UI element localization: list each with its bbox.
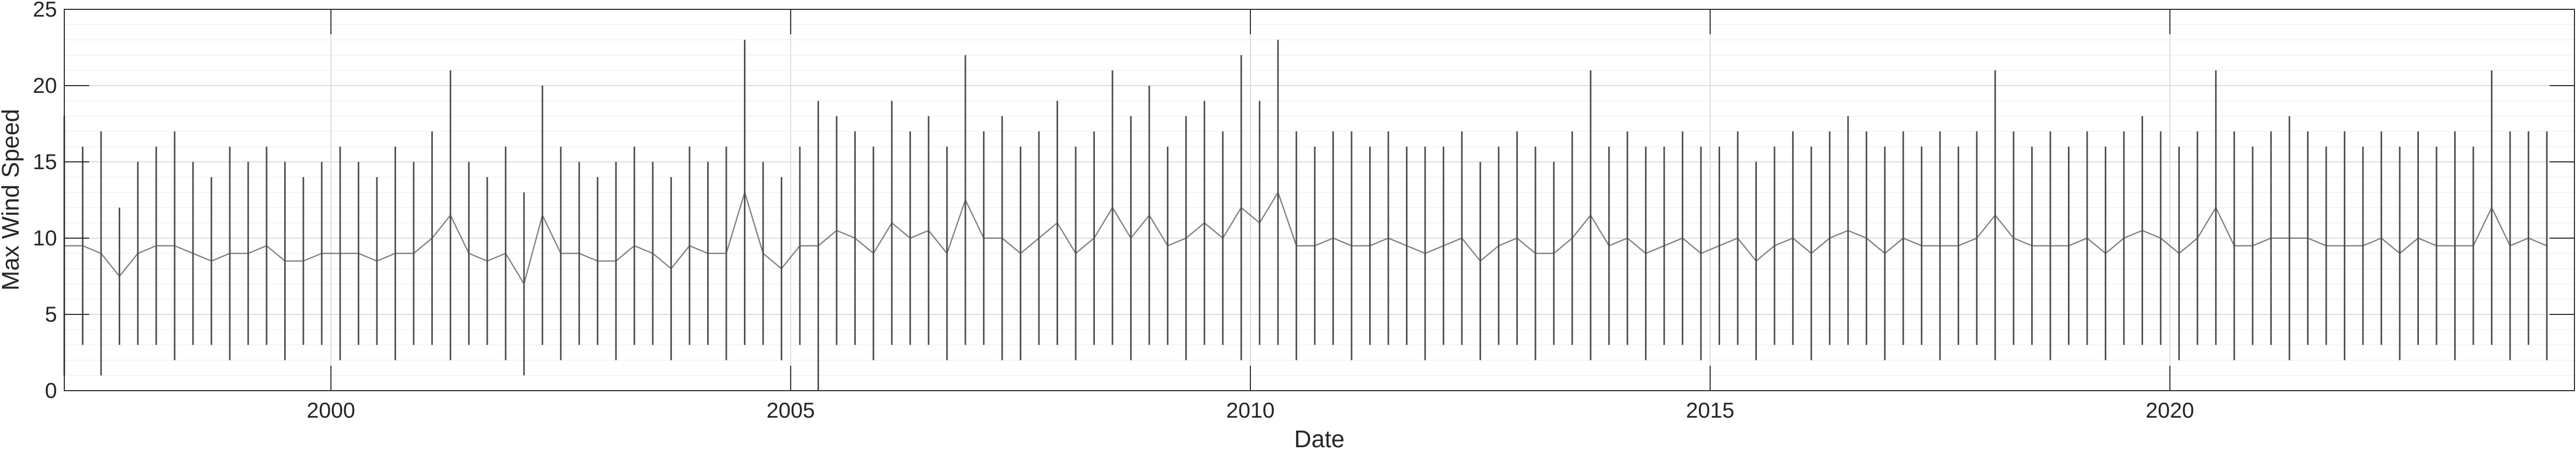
minor-grid — [64, 24, 2574, 376]
y-tick-label: 20 — [33, 73, 57, 98]
series-line — [64, 190, 2547, 286]
tick-marks — [64, 9, 2574, 391]
x-tick-label: 2015 — [1686, 398, 1734, 422]
x-axis-label: Date — [1294, 425, 1344, 452]
series-layer — [63, 39, 2548, 391]
y-tick-label: 0 — [45, 378, 57, 403]
y-tick-label: 5 — [45, 302, 57, 326]
series-max-wind-speed — [63, 39, 2548, 391]
x-tick-label: 2020 — [2146, 398, 2194, 422]
x-tick-label: 2005 — [766, 398, 814, 422]
plot-frame — [64, 9, 2575, 391]
x-tick-label: 2000 — [307, 398, 355, 422]
plot-background — [64, 9, 2574, 391]
y-axis-label: Max Wind Speed — [0, 109, 24, 291]
x-tick-labels: 2000 2005 2010 2015 2020 — [307, 398, 2194, 422]
x-tick-label: 2010 — [1226, 398, 1274, 422]
y-tick-label: 15 — [33, 149, 57, 174]
y-tick-label: 10 — [33, 226, 57, 250]
y-tick-labels: 0 5 10 15 20 25 — [33, 0, 57, 403]
y-tick-label: 25 — [33, 0, 57, 21]
